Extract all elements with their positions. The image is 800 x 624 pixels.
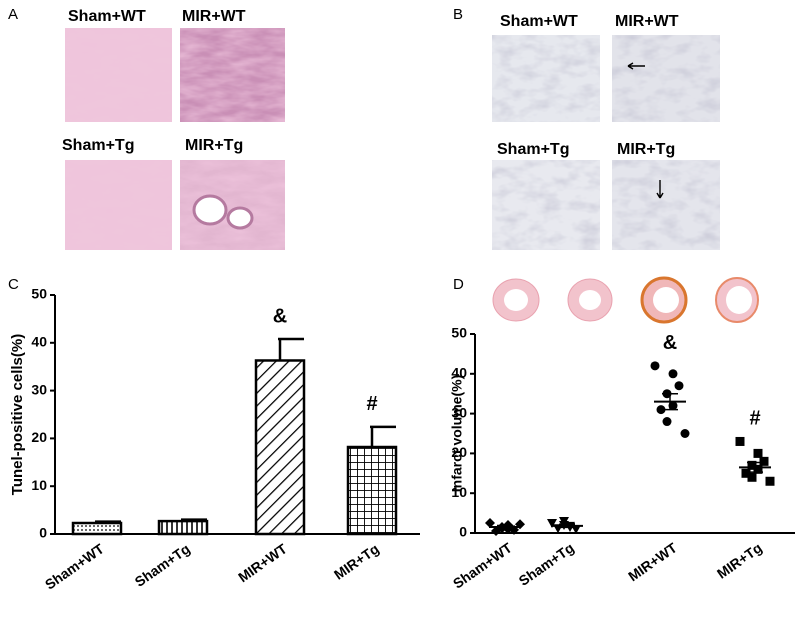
x-tick-label: MIR+Tg [331, 540, 382, 582]
y-tick-label: 30 [451, 404, 467, 420]
sem-bar [559, 523, 575, 529]
group-label: Sham+Tg [497, 141, 569, 158]
bar [157, 519, 209, 536]
heart-sections [492, 276, 759, 324]
annotation: # [366, 393, 377, 415]
data-point [559, 517, 569, 527]
data-point [735, 436, 745, 446]
group-label: MIR+Tg [617, 141, 675, 158]
y-tick-label: 50 [451, 325, 467, 341]
x-tick-label: Sham+WT [450, 539, 515, 591]
x-tick-label: MIR+Tg [714, 539, 765, 581]
heart-lumen [579, 290, 601, 310]
bar [346, 445, 398, 536]
panel-letter: C [8, 276, 19, 293]
heart-lumen [653, 287, 679, 313]
data-point [759, 456, 769, 466]
data-point [656, 405, 666, 415]
data-point [547, 519, 557, 529]
data-point [662, 417, 672, 427]
data-point [765, 476, 775, 486]
data-point [753, 448, 763, 458]
group-label: MIR+Tg [185, 137, 243, 154]
sem-bar [497, 524, 513, 530]
arrow [627, 62, 645, 70]
data-point [680, 429, 690, 438]
data-point [747, 472, 757, 482]
group-label: MIR+WT [615, 13, 679, 30]
panel-letter: B [453, 6, 463, 23]
y-tick-label: 10 [31, 477, 47, 493]
y-tick-label: 30 [31, 381, 47, 397]
micrograph-texture [612, 160, 720, 250]
data-point [485, 518, 495, 529]
vessel [226, 206, 254, 230]
micrograph-texture [65, 160, 172, 250]
y-tick-label: 20 [451, 444, 467, 460]
y-tick-label: 10 [451, 484, 467, 500]
data-point [674, 381, 684, 391]
group-label: Sham+WT [68, 8, 146, 25]
y-tick-label: 40 [31, 334, 47, 350]
sem-bar [662, 392, 678, 411]
bar [254, 359, 306, 536]
bar [71, 521, 123, 536]
y-tick-label: 40 [451, 365, 467, 381]
annotation: & [663, 332, 677, 354]
micrograph-texture [612, 35, 720, 122]
annotation: # [749, 408, 760, 430]
annotation: & [273, 305, 287, 327]
panel-letter: D [453, 276, 464, 293]
micrograph-texture [65, 28, 172, 122]
data-point [650, 361, 660, 371]
x-tick-label: Sham+WT [42, 540, 107, 592]
group-label: Sham+WT [500, 13, 578, 30]
heart-lumen [504, 289, 528, 311]
y-axis-label: Infarct volume(%) [449, 375, 465, 492]
y-tick-label: 0 [39, 525, 47, 541]
data-point [668, 369, 678, 379]
panel-letter: A [8, 6, 18, 23]
micrographs [65, 28, 720, 250]
micrograph-texture [492, 160, 600, 250]
x-tick-label: Sham+Tg [132, 540, 193, 589]
y-axis-label: Tunel-positive cells(%) [9, 334, 26, 495]
x-tick-label: MIR+WT [625, 539, 680, 584]
micrograph-texture [492, 35, 600, 122]
y-tick-label: 50 [31, 286, 47, 302]
x-tick-label: MIR+WT [235, 540, 290, 585]
heart-lumen [726, 286, 752, 314]
group-label: MIR+WT [182, 8, 246, 25]
x-tick-label: Sham+Tg [516, 539, 577, 588]
micrograph-texture [180, 28, 285, 122]
arrow [656, 180, 664, 199]
group-label: Sham+Tg [62, 137, 134, 154]
y-tick-label: 0 [459, 524, 467, 540]
y-tick-label: 20 [31, 429, 47, 445]
sem-bar [747, 461, 763, 473]
vessel [192, 194, 228, 226]
